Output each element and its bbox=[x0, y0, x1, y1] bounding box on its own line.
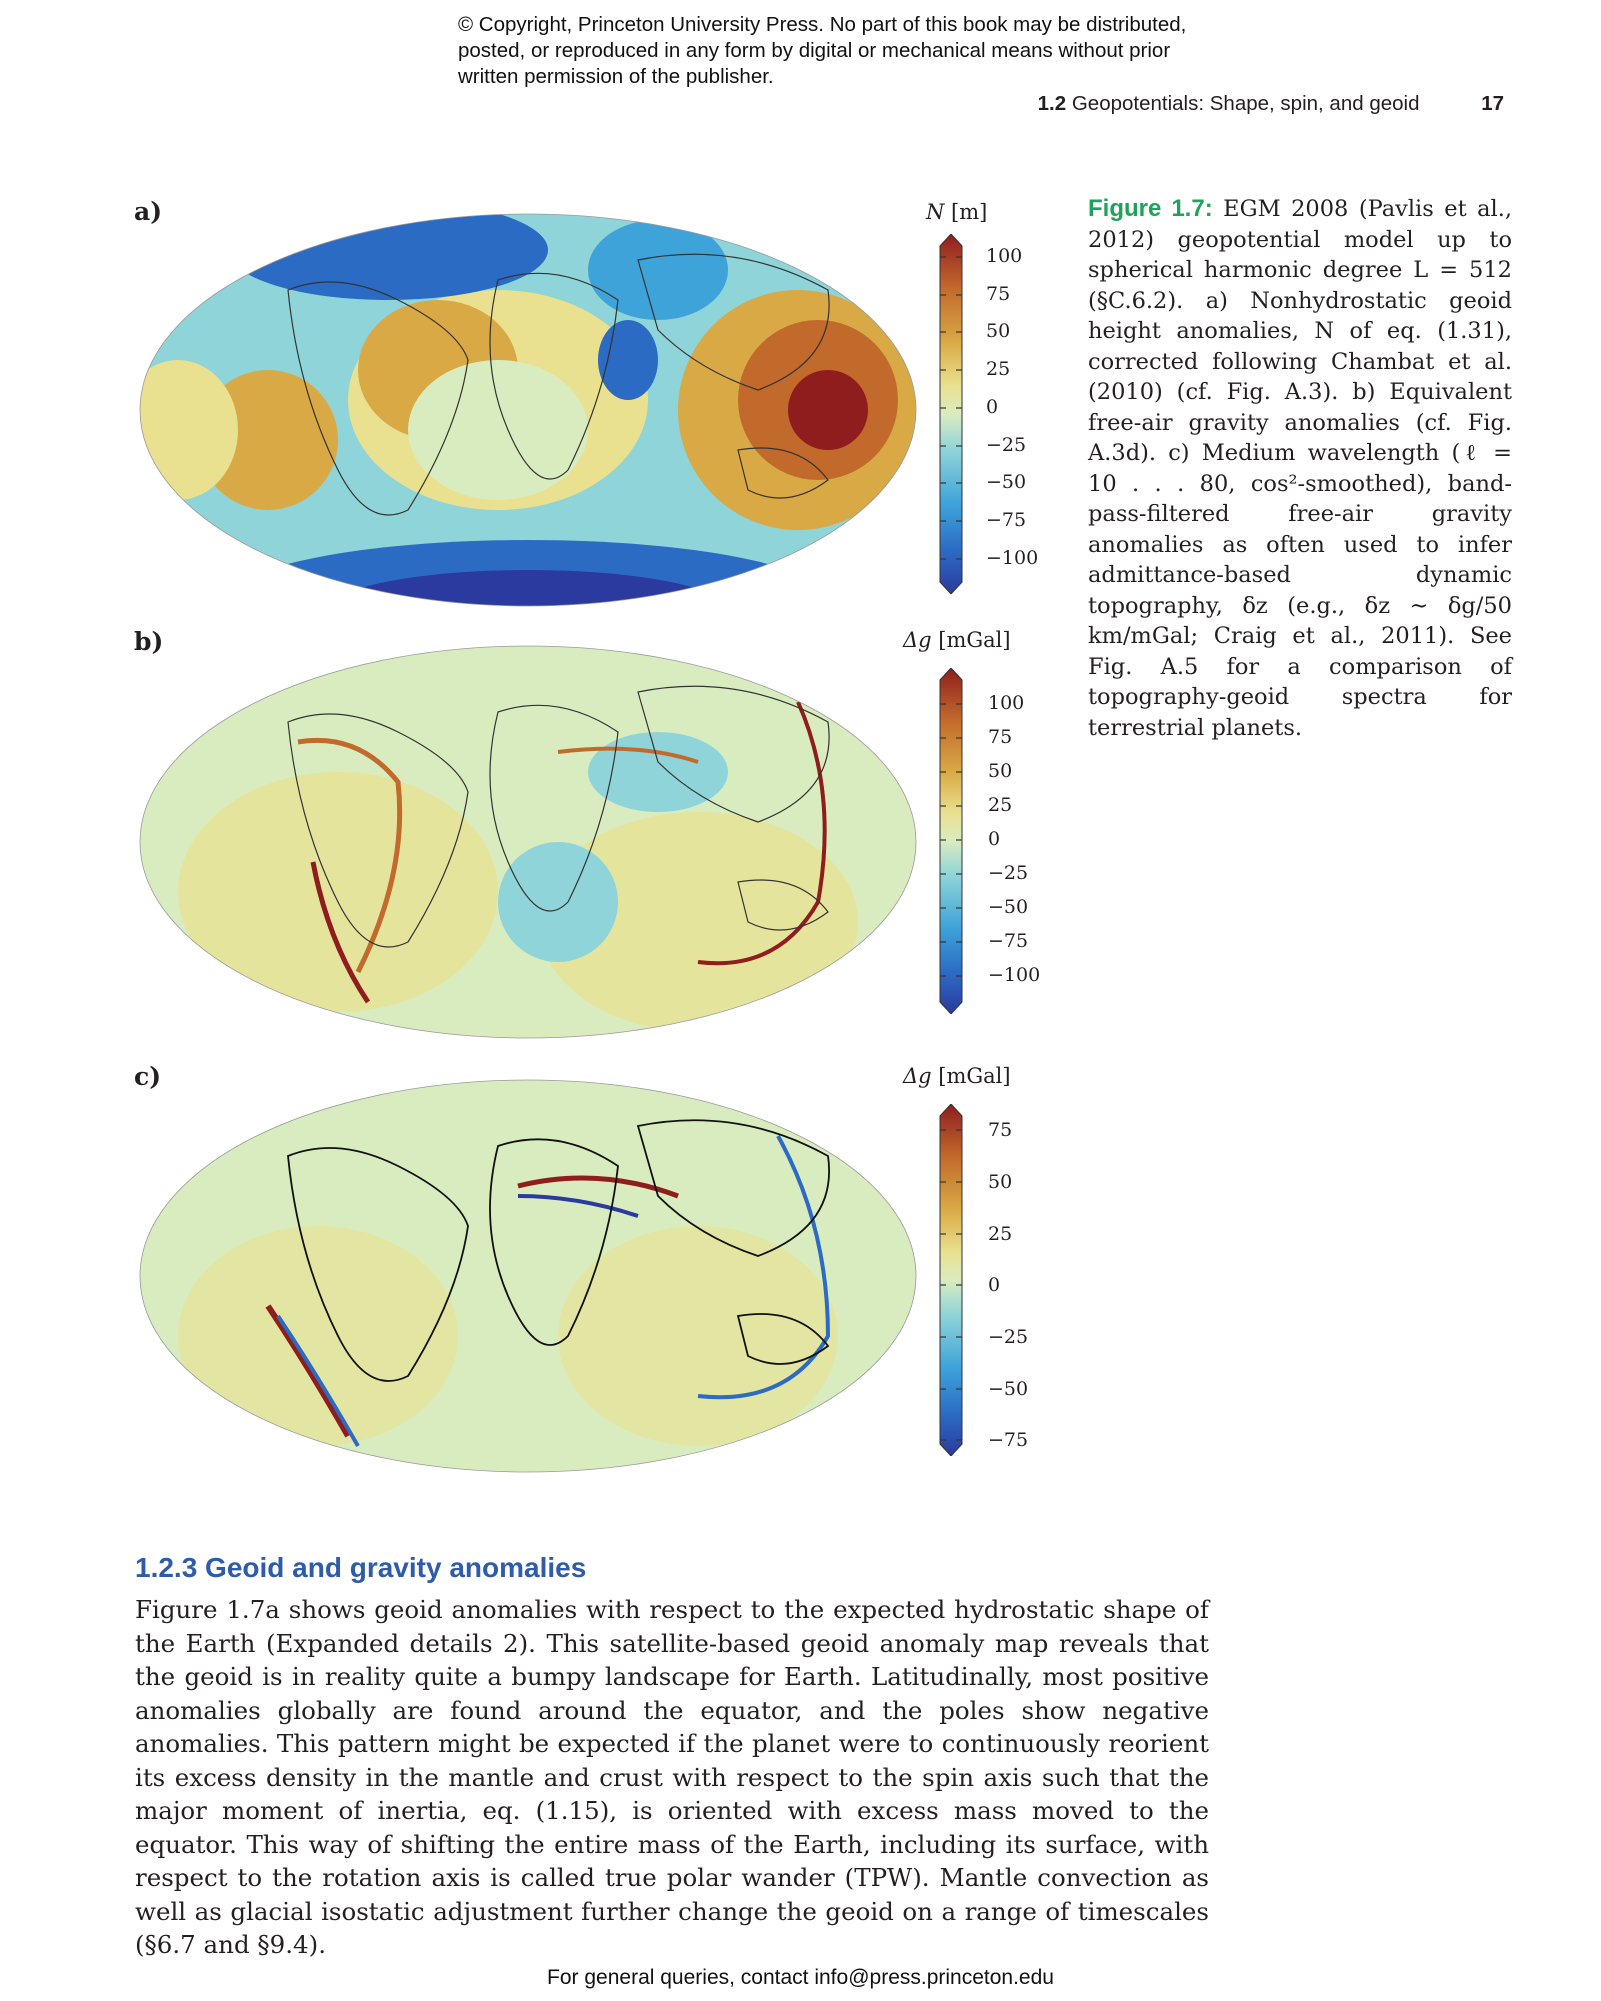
geoid-anomaly-map bbox=[139, 213, 917, 607]
panel-c-label: c) bbox=[134, 1062, 162, 1091]
colorbar-b-tick: 75 bbox=[988, 726, 1013, 748]
colorbar-c-tick: −25 bbox=[988, 1326, 1029, 1348]
panel-b-label: b) bbox=[134, 627, 164, 656]
panel-a-label: a) bbox=[134, 197, 163, 226]
colorbar-c-title: Δg [mGal] bbox=[903, 1064, 1011, 1088]
section-number: 1.2 bbox=[1037, 92, 1067, 115]
colorbar-a-tick: −25 bbox=[986, 434, 1027, 456]
colorbar-a-tick: 50 bbox=[986, 320, 1011, 342]
footer-contact: For general queries, contact info@press.… bbox=[547, 1966, 1054, 1989]
colorbar-c-tick: 50 bbox=[988, 1171, 1013, 1193]
colorbar-a-tick: 75 bbox=[986, 283, 1011, 305]
colorbar-a-symbol: N bbox=[926, 200, 945, 224]
colorbar-b-tick: 50 bbox=[988, 760, 1013, 782]
colorbar-c-tick: −50 bbox=[988, 1378, 1029, 1400]
colorbar-a-tick: −75 bbox=[986, 509, 1027, 531]
page-number: 17 bbox=[1481, 92, 1504, 115]
colorbar-b-tick: 25 bbox=[988, 794, 1013, 816]
colorbar-b-tick: −50 bbox=[988, 896, 1029, 918]
figure-caption: Figure 1.7: EGM 2008 (Pavlis et al., 201… bbox=[1088, 194, 1512, 743]
colorbar-b-tick: 0 bbox=[988, 828, 1001, 850]
figure-label: Figure 1.7: bbox=[1088, 195, 1213, 222]
colorbar-a bbox=[939, 234, 963, 594]
band-pass-gravity-map bbox=[139, 1079, 917, 1473]
colorbar-c-tick: −75 bbox=[988, 1429, 1029, 1451]
colorbar-a-tick: 100 bbox=[986, 245, 1023, 267]
colorbar-b-tick: −100 bbox=[988, 964, 1041, 986]
colorbar-c bbox=[939, 1104, 963, 1456]
colorbar-b-tick: −75 bbox=[988, 930, 1029, 952]
colorbar-a-tick: 25 bbox=[986, 358, 1011, 380]
colorbar-b bbox=[939, 668, 963, 1014]
colorbar-c-tick: 25 bbox=[988, 1223, 1013, 1245]
running-head: 1.2 Geopotentials: Shape, spin, and geoi… bbox=[1038, 92, 1504, 116]
figure-caption-text: EGM 2008 (Pavlis et al., 2012) geopotent… bbox=[1088, 196, 1513, 741]
section-heading: 1.2.3 Geoid and gravity anomalies bbox=[135, 1552, 587, 1583]
colorbar-b-tick: −25 bbox=[988, 862, 1029, 884]
colorbar-c-tick: 0 bbox=[988, 1274, 1001, 1296]
colorbar-a-tick: 0 bbox=[986, 396, 999, 418]
body-paragraph: Figure 1.7a shows geoid anomalies with r… bbox=[135, 1595, 1209, 1959]
colorbar-b-title: Δg [mGal] bbox=[903, 628, 1011, 652]
free-air-gravity-map bbox=[139, 645, 917, 1039]
colorbar-b-tick: 100 bbox=[988, 692, 1025, 714]
colorbar-b-symbol: Δg bbox=[903, 628, 932, 652]
copyright-notice: © Copyright, Princeton University Press.… bbox=[458, 13, 1187, 88]
colorbar-c-symbol: Δg bbox=[903, 1064, 932, 1088]
colorbar-a-title: N [m] bbox=[926, 200, 987, 224]
colorbar-c-unit: [mGal] bbox=[931, 1064, 1011, 1088]
colorbar-a-unit: [m] bbox=[944, 200, 988, 224]
section-title: Geopotentials: Shape, spin, and geoid bbox=[1071, 92, 1420, 115]
colorbar-a-tick: −100 bbox=[986, 547, 1039, 569]
colorbar-b-unit: [mGal] bbox=[931, 628, 1011, 652]
colorbar-a-tick: −50 bbox=[986, 471, 1027, 493]
colorbar-c-tick: 75 bbox=[988, 1119, 1013, 1141]
